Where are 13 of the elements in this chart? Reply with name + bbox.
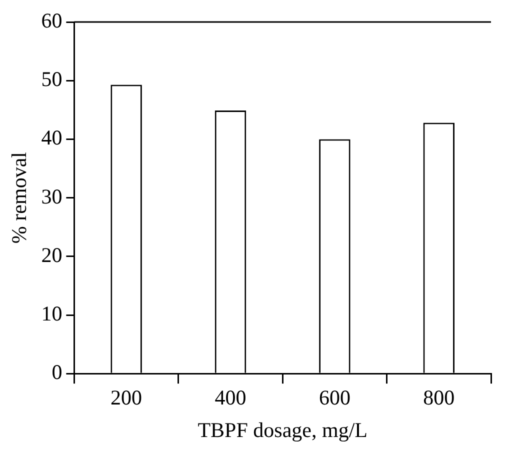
y-tick-label: 20 <box>41 242 62 267</box>
y-tick-label: 0 <box>52 360 62 384</box>
y-tick-label: 10 <box>41 302 62 326</box>
y-tick-label: 50 <box>41 67 62 92</box>
x-tick-label: 800 <box>423 386 455 410</box>
y-tick-label: 60 <box>41 8 62 33</box>
x-tick-label: 600 <box>318 386 350 410</box>
y-tick-label: 40 <box>41 126 62 150</box>
x-tick-label: 400 <box>214 386 246 410</box>
y-axis-title: % removal <box>7 152 32 244</box>
y-tick-label: 30 <box>41 184 62 208</box>
x-axis-title: TBPF dosage, mg/L <box>198 418 368 442</box>
x-tick-label: 200 <box>110 386 142 410</box>
